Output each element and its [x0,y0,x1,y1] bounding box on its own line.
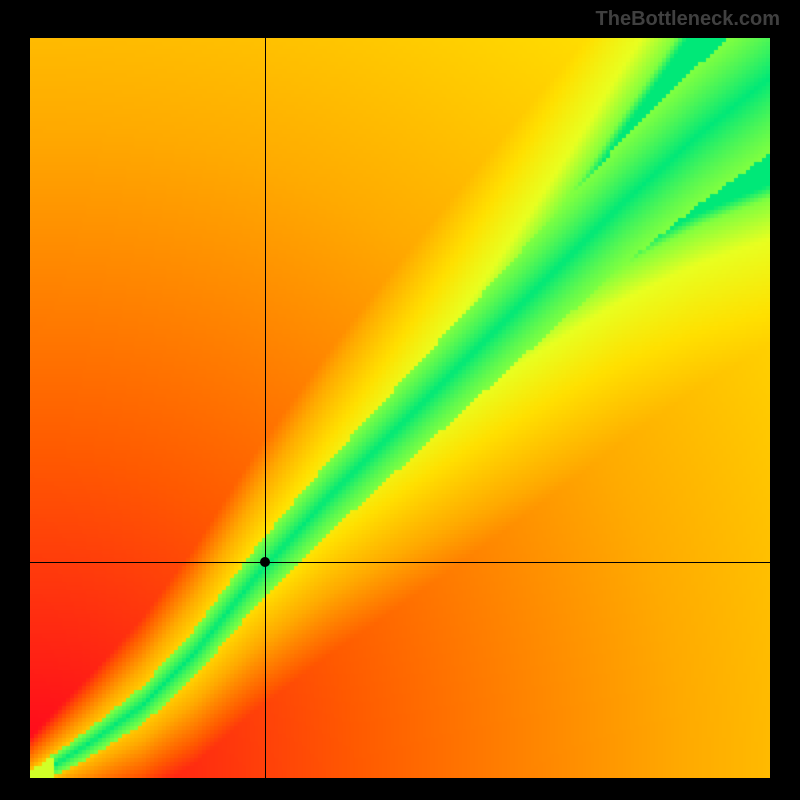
attribution-text: TheBottleneck.com [596,8,780,31]
crosshair-vertical [265,38,266,778]
chart-container: TheBottleneck.com [0,0,800,800]
crosshair-horizontal [30,562,770,563]
plot-area [30,38,770,778]
crosshair-marker [260,557,270,567]
heatmap-canvas [30,38,770,778]
